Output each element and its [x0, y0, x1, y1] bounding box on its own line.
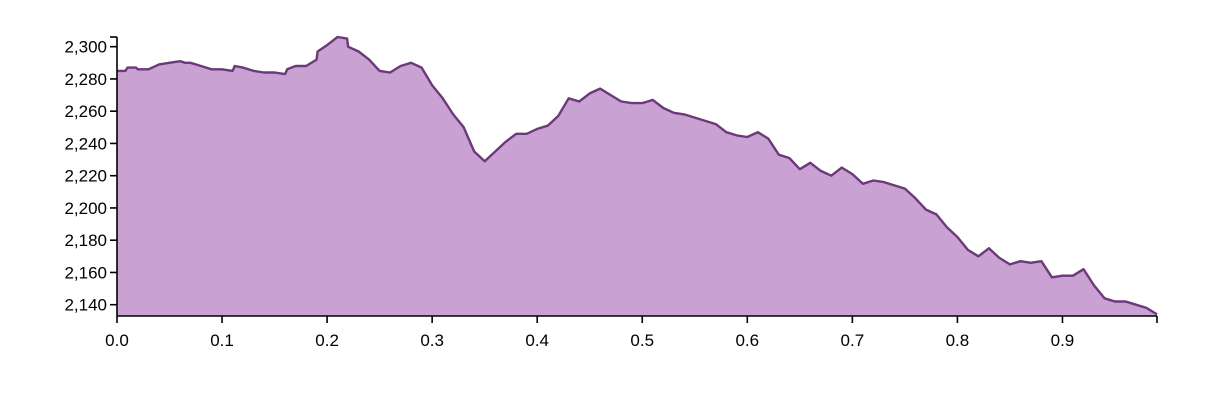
area-series-line	[117, 35, 1158, 316]
y-tick-label: 2,180	[64, 231, 107, 250]
x-tick-label: 0.6	[735, 331, 759, 350]
x-tick-label: 0.9	[1051, 331, 1075, 350]
y-tick-label: 2,280	[64, 70, 107, 89]
x-tick-label: 0.3	[420, 331, 444, 350]
x-tick-label: 0.7	[841, 331, 865, 350]
area-series-fill	[117, 37, 1157, 316]
y-tick-label: 2,160	[64, 263, 107, 282]
x-tick-label: 0.2	[315, 331, 339, 350]
x-tick-label: 0.4	[525, 331, 549, 350]
y-tick-label: 2,260	[64, 102, 107, 121]
x-axis: 0.0 0.1 0.2 0.3 0.4 0.5 0.6 0.7 0.8 0.9	[105, 315, 1158, 350]
y-tick-label: 2,240	[64, 134, 107, 153]
x-tick-label: 0.8	[946, 331, 970, 350]
y-tick-label: 2,200	[64, 199, 107, 218]
plot-area	[117, 35, 1158, 316]
x-tick-label: 0.1	[210, 331, 234, 350]
y-axis: 2,140 2,160 2,180 2,200 2,220 2,240 2,260 2,280…	[64, 36, 118, 316]
y-tick-label: 2,220	[64, 167, 107, 186]
y-tick-label: 2,300	[64, 38, 107, 57]
y-tick-label: 2,140	[64, 296, 107, 315]
x-tick-label: 0.0	[105, 331, 129, 350]
x-tick-label: 0.5	[630, 331, 654, 350]
